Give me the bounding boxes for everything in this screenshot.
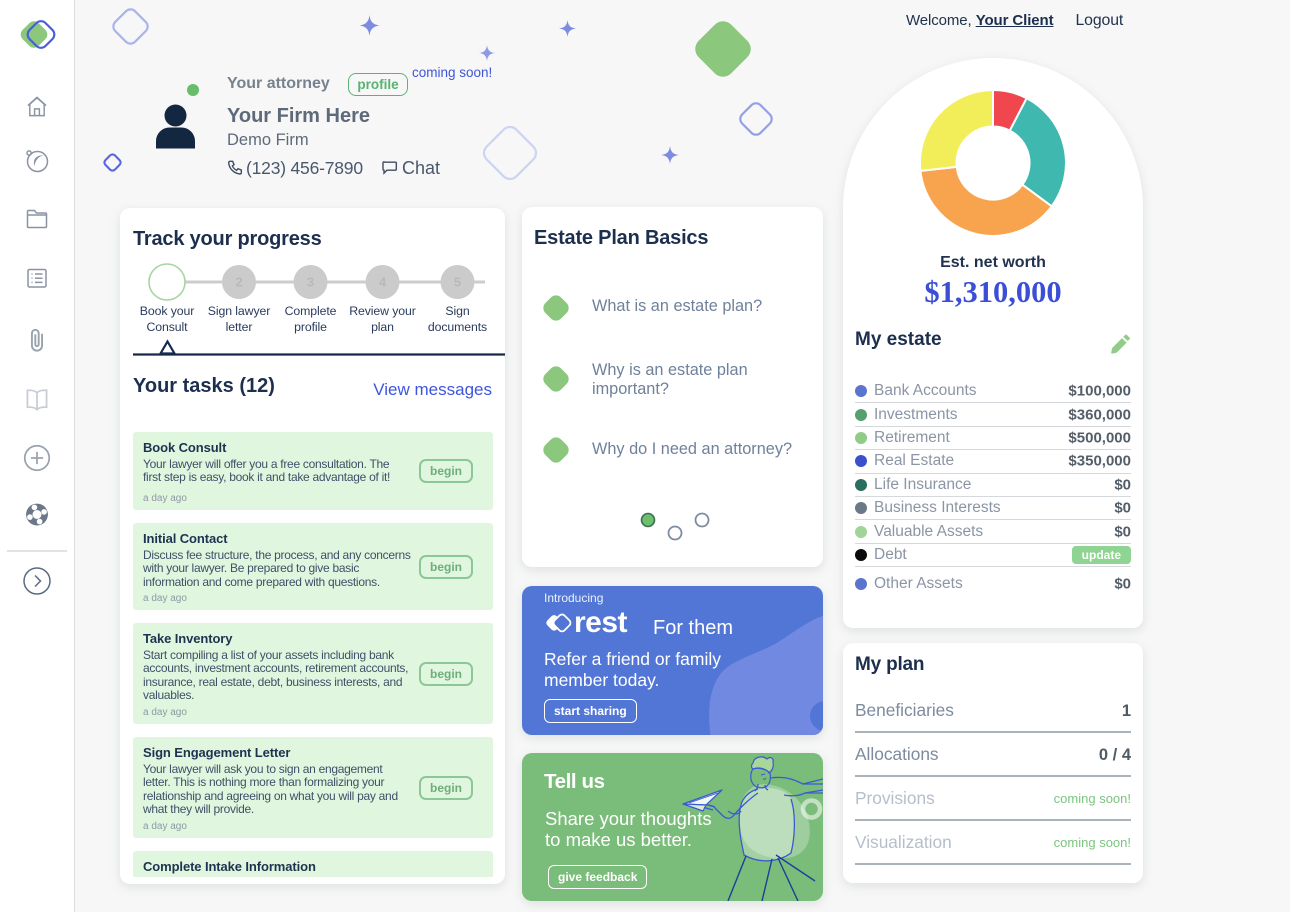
svg-text:4: 4	[379, 275, 387, 290]
svg-text:2: 2	[235, 275, 242, 290]
svg-text:5: 5	[454, 275, 461, 290]
svg-text:3: 3	[307, 275, 314, 290]
